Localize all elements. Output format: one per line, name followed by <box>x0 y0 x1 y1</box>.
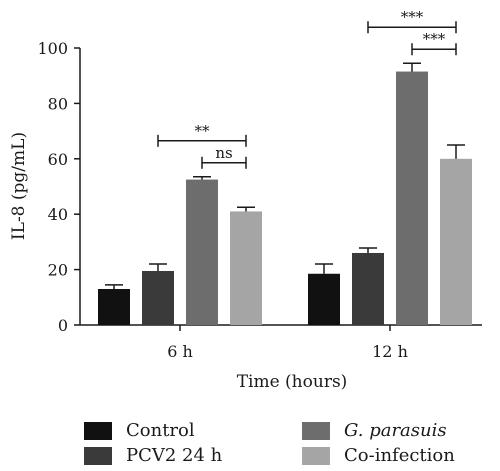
legend-swatch-pcv2 <box>84 447 112 465</box>
bar <box>308 273 340 325</box>
significance-label: ns <box>215 144 232 162</box>
y-tick-label: 40 <box>48 205 68 224</box>
x-tick-label: 6 h <box>167 342 193 361</box>
y-tick-label: 100 <box>37 39 68 58</box>
significance-label: *** <box>423 30 446 48</box>
legend-label-pcv2: PCV2 24 h <box>126 445 223 466</box>
bar <box>142 270 174 325</box>
y-tick-label: 60 <box>48 150 68 169</box>
bars <box>98 71 472 325</box>
y-tick-label: 0 <box>58 316 68 335</box>
legend-label-g-parasuis-species: parasuis <box>369 420 447 441</box>
legend-label-co-infection: Co-infection <box>344 445 455 466</box>
y-tick-label: 80 <box>48 94 68 113</box>
x-tick-label: 12 h <box>372 342 408 361</box>
bar <box>98 288 130 325</box>
legend-label-control: Control <box>126 420 195 441</box>
bar <box>230 211 262 325</box>
significance-brackets: ns******** <box>157 8 457 169</box>
legend-label-g-parasuis-genus: G. <box>344 420 364 441</box>
legend-swatch-control <box>84 422 112 440</box>
y-tick-label: 20 <box>48 261 68 280</box>
axes: 0 20 40 60 80 100 6 h 12 h <box>37 39 482 361</box>
significance-label: ** <box>195 122 211 140</box>
bar <box>396 71 428 325</box>
legend-swatch-g-parasuis <box>302 422 330 440</box>
legend-swatch-co-infection <box>302 447 330 465</box>
legend-item-control: Control <box>84 421 195 441</box>
legend-label-g-parasuis: G. parasuis <box>344 421 447 441</box>
bar <box>186 179 218 325</box>
bar <box>352 252 384 325</box>
x-axis-label: Time (hours) <box>237 372 348 392</box>
y-axis-label: IL-8 (pg/mL) <box>9 132 29 240</box>
significance-label: *** <box>401 8 424 26</box>
error-bars <box>105 62 465 289</box>
legend-item-pcv2: PCV2 24 h <box>84 446 222 466</box>
bar <box>440 158 472 325</box>
legend-item-co-infection: Co-infection <box>302 446 455 466</box>
legend-item-g-parasuis: G. parasuis <box>302 421 447 441</box>
